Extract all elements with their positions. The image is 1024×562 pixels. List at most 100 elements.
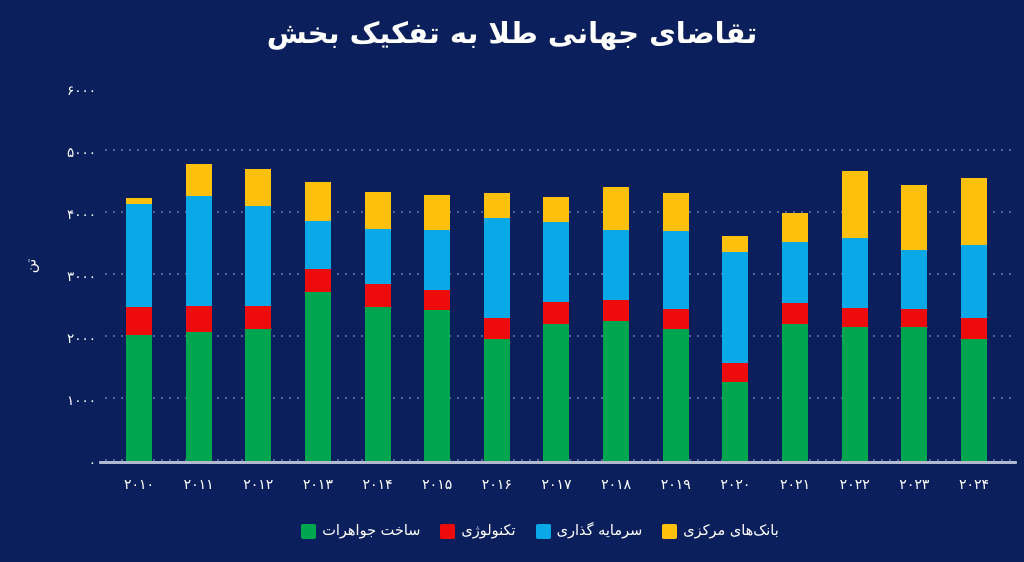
bar-group — [960, 88, 987, 463]
bar-segment — [424, 310, 451, 463]
legend-swatch — [301, 523, 317, 539]
legend-swatch — [440, 523, 456, 539]
bar-segment — [424, 289, 451, 311]
x-tick-label: ۲۰۲۴ — [958, 477, 990, 493]
bar-segment — [782, 303, 809, 324]
x-tick-label: ۲۰۱۴ — [362, 477, 393, 493]
bar-segment — [126, 335, 152, 463]
bar-segment — [901, 184, 928, 250]
bar-segment — [782, 323, 809, 463]
bar-segment — [364, 283, 391, 308]
bar-segment — [841, 327, 868, 463]
y-tick-label: ۵۰۰۰ — [66, 145, 96, 161]
bar-segment — [185, 305, 212, 333]
bar-segment — [245, 328, 272, 463]
bar-group — [424, 88, 451, 463]
bar-group — [901, 88, 928, 463]
bar-segment — [662, 308, 689, 329]
bar-segment — [662, 193, 689, 231]
bar-segment — [782, 213, 809, 242]
x-axis-line — [99, 461, 1017, 464]
bar-segment — [304, 220, 331, 269]
bar-segment — [185, 164, 212, 196]
plot-area — [105, 88, 1016, 463]
bar-group — [185, 88, 212, 463]
bar-segment — [543, 221, 570, 302]
bar-segment — [245, 205, 272, 306]
bar-segment — [960, 317, 987, 339]
bar-segment — [483, 218, 510, 318]
bar-segment — [483, 193, 510, 219]
x-tick-label: ۲۰۱۵ — [422, 477, 453, 493]
bar-segment — [424, 194, 451, 231]
bar-segment — [722, 235, 749, 252]
legend-label: تکنولوژی — [461, 523, 516, 539]
x-tick-label: ۲۰۱۰ — [123, 477, 155, 493]
bar-group — [841, 88, 868, 463]
legend-swatch — [535, 523, 551, 539]
bar-group — [304, 88, 331, 463]
bar-segment — [782, 241, 809, 304]
legend-label: بانک‌های مرکزی — [683, 523, 779, 539]
bar-segment — [543, 301, 570, 324]
bar-segment — [603, 187, 630, 230]
bar-segment — [722, 251, 749, 363]
bar-segment — [901, 327, 928, 463]
bar-segment — [841, 307, 868, 328]
gridline — [105, 149, 1016, 151]
bar-group — [483, 88, 510, 463]
x-tick-label: ۲۰۱۶ — [481, 477, 512, 493]
bar-segment — [483, 317, 510, 339]
legend-item: ساخت جواهرات — [301, 523, 420, 539]
bar-segment — [960, 244, 987, 318]
bar-segment — [185, 195, 212, 306]
bar-segment — [960, 178, 987, 245]
bar-segment — [245, 305, 272, 329]
x-tick-label: ۲۰۱۷ — [541, 477, 572, 493]
bar-segment — [304, 181, 331, 221]
legend-label: ساخت جواهرات — [322, 523, 421, 539]
bar-segment — [245, 169, 272, 206]
bar-segment — [364, 307, 391, 463]
y-tick-label: ۲۰۰۰ — [66, 331, 96, 347]
bar-segment — [603, 321, 630, 463]
x-axis-tick-labels: ۲۰۱۰ ۲۰۱۱ ۲۰۱۲ ۲۰۱۳ ۲۰۱۴ ۲۰۱۵ ۲۰۱۶ ۲۰۱۷ ۲۰۱۸ ۲۰۱۹… — [105, 477, 1016, 497]
bar-group — [782, 88, 809, 463]
bar-group — [245, 88, 272, 463]
x-tick-label: ۲۰۱۹ — [660, 477, 691, 493]
bar-group — [364, 88, 391, 463]
legend: ساخت جواهرات تکنولوژی سرمایه گذاری بانک‌های… — [0, 519, 1024, 543]
x-tick-label: ۲۰۲۲ — [839, 477, 870, 493]
bar-segment — [364, 229, 391, 284]
bar-segment — [126, 197, 152, 204]
y-tick-label: ۱۰۰۰ — [66, 393, 96, 409]
bar-segment — [483, 338, 510, 463]
y-tick-label: ۰ — [88, 455, 96, 471]
bar-segment — [603, 229, 630, 300]
bar-segment — [424, 230, 451, 290]
bar-segment — [662, 230, 689, 309]
bar-group — [722, 88, 749, 463]
y-tick-label: ۴۰۰۰ — [66, 207, 96, 223]
bar-segment — [901, 308, 928, 328]
x-tick-label: ۲۰۲۱ — [780, 477, 811, 493]
bar-group — [126, 88, 152, 463]
bar-segment — [543, 197, 570, 222]
chart-title: تقاضای جهانی طلا به تفکیک بخش — [266, 16, 758, 50]
x-tick-label: ۲۰۱۳ — [302, 477, 333, 493]
bar-group — [603, 88, 630, 463]
legend-label: سرمایه گذاری — [556, 523, 643, 539]
x-tick-label: ۲۰۲۰ — [720, 477, 751, 493]
bar-segment — [364, 191, 391, 230]
bar-segment — [126, 203, 152, 308]
x-tick-label: ۲۰۱۸ — [601, 477, 632, 493]
bar-segment — [841, 170, 868, 238]
bar-segment — [901, 249, 928, 309]
legend-item: سرمایه گذاری — [535, 523, 643, 539]
y-tick-label: ۳۰۰۰ — [66, 269, 96, 285]
bar-segment — [304, 292, 331, 463]
bar-segment — [722, 363, 749, 382]
bar-segment — [722, 381, 749, 463]
legend-item: تکنولوژی — [440, 523, 516, 539]
